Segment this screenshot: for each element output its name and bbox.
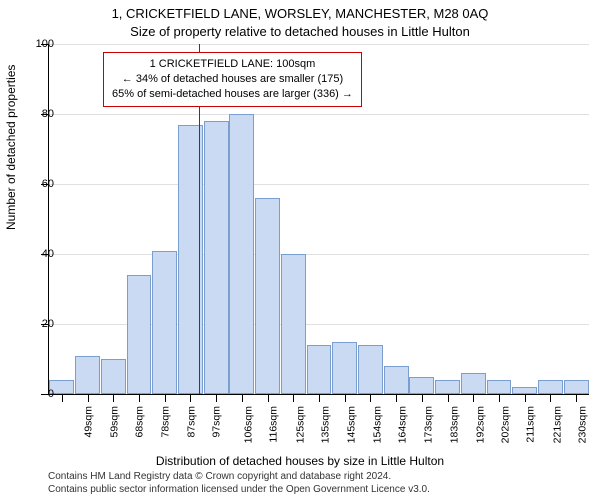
x-tick (113, 394, 114, 402)
x-axis-label: Distribution of detached houses by size … (0, 454, 600, 468)
x-tick (293, 394, 294, 402)
x-tick-label: 183sqm (448, 406, 460, 443)
x-tick (88, 394, 89, 402)
x-tick-label: 68sqm (134, 406, 146, 438)
x-tick (499, 394, 500, 402)
x-tick (216, 394, 217, 402)
y-tick-label: 40 (14, 248, 54, 260)
histogram-bar (358, 345, 383, 394)
x-tick (370, 394, 371, 402)
x-tick-label: 49sqm (82, 406, 94, 438)
x-tick (165, 394, 166, 402)
x-tick-label: 135sqm (320, 406, 332, 443)
histogram-bar (409, 377, 434, 395)
x-tick (473, 394, 474, 402)
y-tick-label: 100 (14, 38, 54, 50)
plot-area: 1 CRICKETFIELD LANE: 100sqm ← 34% of det… (48, 44, 589, 395)
histogram-bar (152, 251, 177, 395)
chart-title-line2: Size of property relative to detached ho… (0, 24, 600, 39)
histogram-bar (75, 356, 100, 395)
x-tick-label: 211sqm (525, 406, 537, 443)
y-tick-label: 20 (14, 318, 54, 330)
x-tick-label: 97sqm (211, 406, 223, 438)
histogram-bar (538, 380, 563, 394)
x-tick-label: 192sqm (474, 406, 486, 443)
histogram-bar (512, 387, 537, 394)
x-tick-label: 164sqm (397, 406, 409, 443)
attribution-line-1: Contains HM Land Registry data © Crown c… (48, 471, 430, 484)
x-tick (319, 394, 320, 402)
x-tick-label: 145sqm (345, 406, 357, 443)
x-tick (525, 394, 526, 402)
x-tick (242, 394, 243, 402)
reference-info-box: 1 CRICKETFIELD LANE: 100sqm ← 34% of det… (103, 52, 362, 107)
histogram-bar (101, 359, 126, 394)
x-tick (396, 394, 397, 402)
x-tick (345, 394, 346, 402)
info-line-1: 1 CRICKETFIELD LANE: 100sqm (112, 57, 353, 72)
x-tick (62, 394, 63, 402)
x-tick-label: 78sqm (160, 406, 172, 438)
x-tick-label: 106sqm (243, 406, 255, 443)
gridline (49, 184, 589, 185)
x-tick-label: 173sqm (423, 406, 435, 443)
x-tick-label: 221sqm (551, 406, 563, 443)
histogram-bar (564, 380, 589, 394)
chart-title-line1: 1, CRICKETFIELD LANE, WORSLEY, MANCHESTE… (0, 6, 600, 21)
y-tick-label: 80 (14, 108, 54, 120)
x-tick-label: 230sqm (577, 406, 589, 443)
attribution-line-2: Contains public sector information licen… (48, 484, 430, 497)
x-tick-label: 202sqm (500, 406, 512, 443)
histogram-bar (255, 198, 280, 394)
histogram-bar (461, 373, 486, 394)
y-axis-label: Number of detached properties (4, 65, 18, 230)
histogram-bar (281, 254, 306, 394)
x-tick (550, 394, 551, 402)
histogram-bar (204, 121, 229, 394)
attribution-text: Contains HM Land Registry data © Crown c… (48, 471, 430, 496)
x-tick (268, 394, 269, 402)
y-tick-label: 0 (14, 388, 54, 400)
gridline (49, 114, 589, 115)
x-tick-label: 125sqm (294, 406, 306, 443)
histogram-bar (127, 275, 152, 394)
y-tick-label: 60 (14, 178, 54, 190)
x-tick-label: 154sqm (371, 406, 383, 443)
info-line-2: ← 34% of detached houses are smaller (17… (112, 72, 353, 87)
histogram-bar (487, 380, 512, 394)
gridline (49, 44, 589, 45)
histogram-bar (435, 380, 460, 394)
histogram-bar (307, 345, 332, 394)
x-tick-label: 59sqm (108, 406, 120, 438)
x-tick (422, 394, 423, 402)
gridline (49, 254, 589, 255)
histogram-chart: 1, CRICKETFIELD LANE, WORSLEY, MANCHESTE… (0, 0, 600, 500)
x-tick (190, 394, 191, 402)
histogram-bar (332, 342, 357, 395)
x-tick (139, 394, 140, 402)
info-line-3: 65% of semi-detached houses are larger (… (112, 87, 353, 102)
histogram-bar (384, 366, 409, 394)
histogram-bar (229, 114, 254, 394)
x-tick-label: 87sqm (185, 406, 197, 438)
x-tick (448, 394, 449, 402)
x-tick (576, 394, 577, 402)
x-tick-label: 116sqm (267, 406, 279, 443)
